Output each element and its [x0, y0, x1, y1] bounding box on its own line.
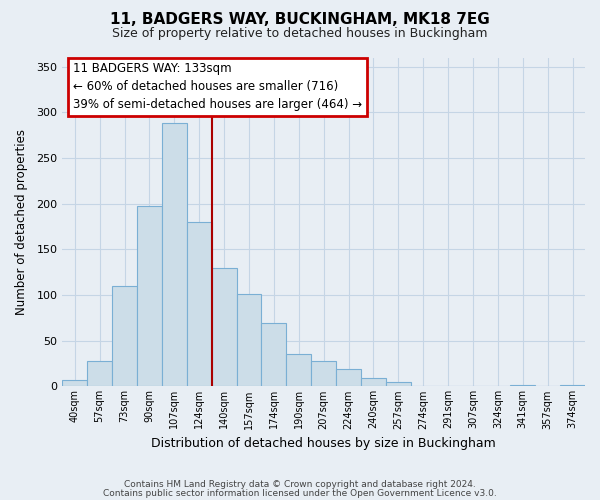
- Text: 11, BADGERS WAY, BUCKINGHAM, MK18 7EG: 11, BADGERS WAY, BUCKINGHAM, MK18 7EG: [110, 12, 490, 28]
- Bar: [236, 294, 262, 386]
- Bar: [311, 361, 336, 386]
- Y-axis label: Number of detached properties: Number of detached properties: [15, 129, 28, 315]
- Bar: [361, 378, 386, 386]
- Bar: [262, 324, 286, 386]
- Bar: [162, 124, 187, 386]
- Bar: [87, 361, 112, 386]
- Text: Contains HM Land Registry data © Crown copyright and database right 2024.: Contains HM Land Registry data © Crown c…: [124, 480, 476, 489]
- Bar: [336, 369, 361, 386]
- Bar: [560, 384, 585, 386]
- Bar: [112, 286, 137, 386]
- Text: Size of property relative to detached houses in Buckingham: Size of property relative to detached ho…: [112, 28, 488, 40]
- Bar: [187, 222, 212, 386]
- Bar: [286, 354, 311, 386]
- Bar: [386, 382, 411, 386]
- Text: Contains public sector information licensed under the Open Government Licence v3: Contains public sector information licen…: [103, 488, 497, 498]
- Bar: [212, 268, 236, 386]
- X-axis label: Distribution of detached houses by size in Buckingham: Distribution of detached houses by size …: [151, 437, 496, 450]
- Bar: [511, 384, 535, 386]
- Bar: [62, 380, 87, 386]
- Text: 11 BADGERS WAY: 133sqm
← 60% of detached houses are smaller (716)
39% of semi-de: 11 BADGERS WAY: 133sqm ← 60% of detached…: [73, 62, 362, 112]
- Bar: [137, 206, 162, 386]
